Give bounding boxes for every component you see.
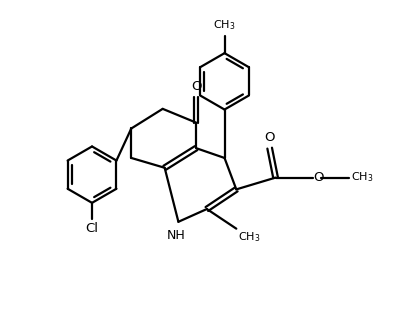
Text: NH: NH [167,229,186,242]
Text: Cl: Cl [85,222,99,234]
Text: CH$_3$: CH$_3$ [351,171,373,184]
Text: O: O [314,171,324,184]
Text: CH$_3$: CH$_3$ [238,231,261,244]
Text: O: O [191,80,201,93]
Text: O: O [265,131,275,144]
Text: CH$_3$: CH$_3$ [213,19,236,32]
